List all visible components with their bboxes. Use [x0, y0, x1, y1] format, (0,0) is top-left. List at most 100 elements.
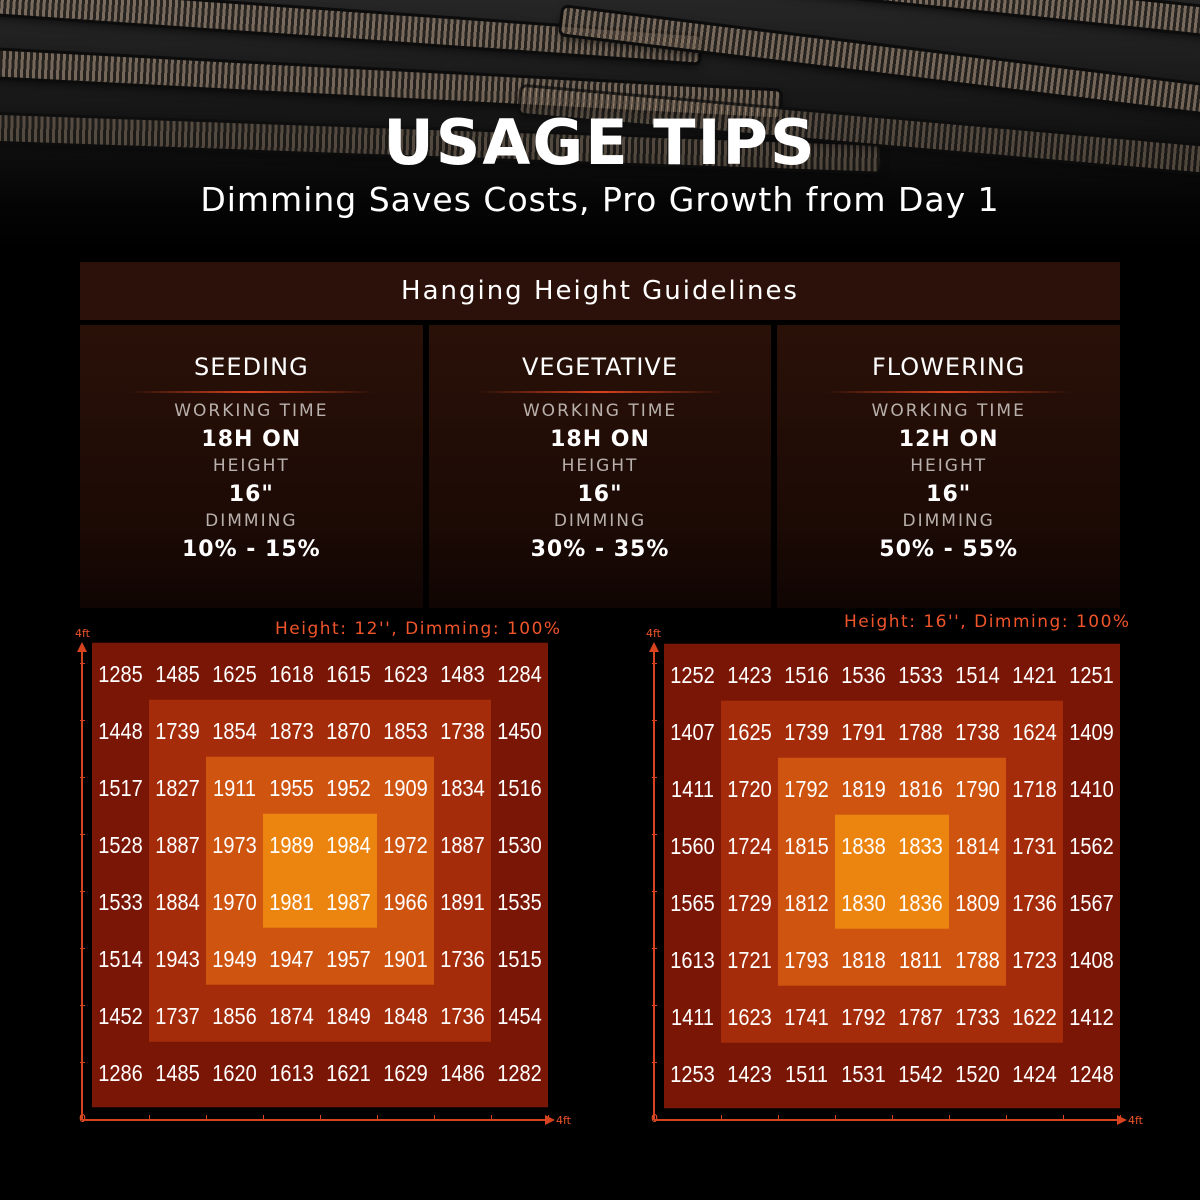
heatmap-cell: 1873	[263, 699, 320, 766]
stage-name: SEEDING	[194, 353, 309, 381]
heatmap-cell: 1562	[1063, 814, 1120, 881]
stage-name: VEGETATIVE	[522, 353, 679, 381]
heatmap-cell: 1952	[320, 756, 377, 823]
heatmap-cell: 1516	[491, 756, 548, 823]
heatmap-cell: 1515	[491, 927, 548, 994]
heatmap-cell: 1729	[721, 871, 778, 938]
heatmap-cell: 1973	[206, 813, 263, 880]
heatmap-cell: 1791	[835, 700, 892, 767]
heatmap-cell: 1731	[1006, 814, 1063, 881]
x-axis-tick	[1063, 1115, 1064, 1120]
y-axis	[653, 650, 655, 1120]
heatmap-cell: 1625	[206, 642, 263, 709]
page-title: USAGE TIPS	[383, 106, 817, 179]
dimming-label: DIMMING	[902, 511, 995, 531]
height-label: HEIGHT	[910, 456, 988, 476]
heatmap-cell: 1620	[206, 1041, 263, 1108]
divider	[128, 391, 374, 393]
x-axis-tick	[263, 1115, 264, 1120]
height-value: 16"	[577, 482, 623, 507]
heatmap-cell: 1793	[778, 928, 835, 995]
heatmap-cell: 1947	[263, 927, 320, 994]
heatmap-cell: 1737	[149, 984, 206, 1051]
heatmap-cell: 1282	[491, 1041, 548, 1108]
working-time-label: WORKING TIME	[174, 401, 329, 421]
heatmap-cell: 1520	[949, 1042, 1006, 1109]
heatmap-cell: 1966	[377, 870, 434, 937]
heatmap-cell: 1724	[721, 814, 778, 881]
heatmap-cell: 1448	[92, 699, 149, 766]
heatmap-cell: 1452	[92, 984, 149, 1051]
heatmap-cell: 1721	[721, 928, 778, 995]
heatmap-cell: 1887	[434, 813, 491, 880]
y-axis-tick	[652, 948, 657, 949]
heatmap-cell: 1739	[778, 700, 835, 767]
heatmap-cell: 1514	[92, 927, 149, 994]
dimming-label: DIMMING	[205, 511, 298, 531]
stage-card-seeding: SEEDING WORKING TIME 18H ON HEIGHT 16" D…	[80, 325, 423, 608]
heatmap-cell: 1887	[149, 813, 206, 880]
x-axis-tick	[721, 1115, 722, 1120]
heatmap-cell: 1511	[778, 1042, 835, 1109]
heatmap-cell: 1972	[377, 813, 434, 880]
working-time-value: 18H ON	[201, 427, 302, 452]
x-axis-tick	[377, 1115, 378, 1120]
x-axis-end-label: 4ft	[556, 1114, 571, 1127]
heatmap-grid-16in: 1252 1423 1516 1536 1533 1514 1421 1251 1407 1625…	[664, 643, 1120, 1109]
x-axis-tick	[949, 1115, 950, 1120]
heatmap-cell: 1819	[835, 757, 892, 824]
heatmap-cell: 1621	[320, 1041, 377, 1108]
heatmap-cell: 1517	[92, 756, 149, 823]
y-axis-tick	[652, 1005, 657, 1006]
heatmap-cell: 1411	[664, 985, 721, 1052]
heatmap-cell: 1733	[949, 985, 1006, 1052]
heatmap-cell: 1790	[949, 757, 1006, 824]
dimming-value: 10% - 15%	[181, 537, 321, 562]
heatmap-cell: 1412	[1063, 985, 1120, 1052]
heatmap-cell: 1407	[664, 700, 721, 767]
heatmap-cell: 1736	[434, 984, 491, 1051]
heatmap-cell: 1989	[263, 813, 320, 880]
heatmap-cell: 1530	[491, 813, 548, 880]
dimming-value: 50% - 55%	[879, 537, 1019, 562]
height-label: HEIGHT	[561, 456, 639, 476]
heatmap-cell: 1736	[434, 927, 491, 994]
heatmap-cell: 1943	[149, 927, 206, 994]
heatmap-cell: 1723	[1006, 928, 1063, 995]
heatmap-cell: 1838	[835, 814, 892, 881]
x-axis-tick	[835, 1115, 836, 1120]
x-axis-tick	[491, 1115, 492, 1120]
heatmap-cell: 1957	[320, 927, 377, 994]
heatmap-cell: 1741	[778, 985, 835, 1052]
y-axis-tick	[652, 777, 657, 778]
x-axis-end-label: 4ft	[1128, 1114, 1143, 1127]
heatmap-cell: 1827	[149, 756, 206, 823]
heatmap-cell: 1854	[206, 699, 263, 766]
x-axis-arrow-icon	[545, 1115, 555, 1125]
heatmap-cell: 1567	[1063, 871, 1120, 938]
working-time-value: 18H ON	[550, 427, 650, 452]
heatmap-cell: 1853	[377, 699, 434, 766]
heatmap-cell: 1884	[149, 870, 206, 937]
heatmap-cell: 1970	[206, 870, 263, 937]
heatmap-cell: 1718	[1006, 757, 1063, 824]
heatmap-cell: 1870	[320, 699, 377, 766]
heatmap-cell: 1814	[949, 814, 1006, 881]
heatmap-grid-12in: 1285 1485 1625 1618 1615 1623 1483 1284 1448 1739…	[92, 642, 548, 1108]
heatmap-cell: 1533	[892, 643, 949, 710]
heatmap-cell: 1450	[491, 699, 548, 766]
heatmap-cell: 1622	[1006, 985, 1063, 1052]
heatmap-cell: 1836	[892, 871, 949, 938]
y-axis-tick	[652, 891, 657, 892]
heatmap-cell: 1251	[1063, 643, 1120, 710]
y-axis-tick	[80, 663, 85, 664]
heatmap-cell: 1792	[778, 757, 835, 824]
x-axis-arrow-icon	[1117, 1115, 1127, 1125]
heatmap-cell: 1516	[778, 643, 835, 710]
heatmap-cell: 1421	[1006, 643, 1063, 710]
heatmap-cell: 1981	[263, 870, 320, 937]
y-axis-tick	[80, 834, 85, 835]
heatmap-cell: 1809	[949, 871, 1006, 938]
x-axis	[654, 1119, 1118, 1121]
x-axis-tick	[434, 1115, 435, 1120]
